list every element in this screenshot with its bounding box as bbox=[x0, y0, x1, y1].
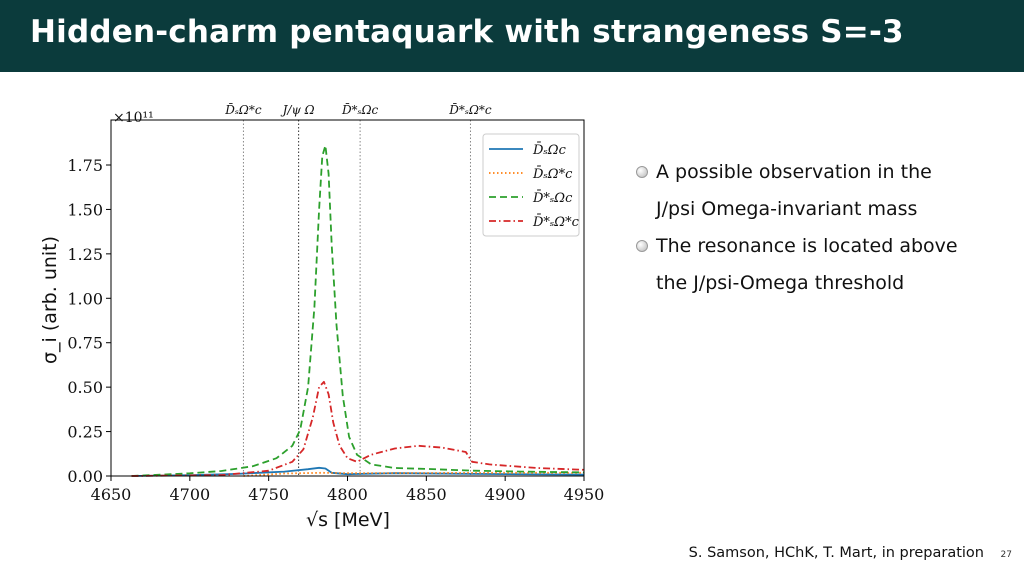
y-axis-label: σ_i (arb. unit) bbox=[39, 236, 61, 364]
threshold-lines bbox=[242, 120, 471, 476]
legend-box bbox=[482, 133, 580, 237]
bullet-dot-icon bbox=[636, 166, 648, 178]
x-tick-label: 4750 bbox=[248, 485, 289, 504]
bullet-text: The resonance is located above bbox=[656, 235, 958, 257]
threshold-label: D̄ₛΩ*c bbox=[224, 102, 262, 117]
series-line bbox=[131, 380, 585, 477]
series-line bbox=[131, 144, 585, 477]
threshold-label: D̄*ₛΩc bbox=[341, 102, 379, 117]
bullet-item: A possible observation in the J/psi Omeg… bbox=[636, 154, 1016, 228]
x-tick-label: 4700 bbox=[169, 485, 210, 504]
x-tick-label: 4800 bbox=[327, 485, 368, 504]
bullet-text: A possible observation in the bbox=[656, 161, 932, 183]
legend-label: D̄*ₛΩ*c bbox=[532, 214, 580, 230]
threshold-label: J/ψ Ω bbox=[280, 103, 315, 117]
y-tick-label: 1.25 bbox=[67, 245, 103, 264]
bullet-list: A possible observation in the J/psi Omeg… bbox=[636, 154, 1016, 302]
y-tick-label: 1.50 bbox=[67, 200, 103, 219]
y-multiplier-label: ×10¹¹ bbox=[113, 110, 154, 126]
legend-label: D̄ₛΩ*c bbox=[532, 166, 573, 182]
series-line bbox=[243, 471, 584, 477]
title-bar: Hidden-charm pentaquark with strangeness… bbox=[0, 0, 1024, 72]
y-tick-label: 0.75 bbox=[67, 334, 103, 353]
axes: 4650 4700 4750 4800 4850 4900 4950 0.00 0.25 0.50… bbox=[67, 102, 604, 504]
x-tick-label: 4850 bbox=[406, 485, 447, 504]
bullet-text: J/psi Omega-invariant mass bbox=[656, 198, 918, 220]
x-tick-label: 4650 bbox=[91, 485, 132, 504]
y-tick-label: 1.00 bbox=[67, 289, 103, 308]
series-lines bbox=[131, 144, 585, 477]
y-tick-label: 0.25 bbox=[67, 423, 103, 442]
x-tick-label: 4900 bbox=[485, 485, 526, 504]
page-number: 27 bbox=[1000, 550, 1012, 560]
citation: S. Samson, HChK, T. Mart, in preparation bbox=[688, 545, 984, 561]
x-axis-label: √s [MeV] bbox=[306, 509, 390, 531]
x-tick-label: 4950 bbox=[564, 485, 605, 504]
y-tick-label: 0.50 bbox=[67, 378, 103, 397]
y-tick-label: 1.75 bbox=[67, 156, 103, 175]
threshold-label: D̄*ₛΩ*c bbox=[448, 102, 492, 117]
bullet-dot-icon bbox=[636, 240, 648, 252]
y-tick-label: 0.00 bbox=[67, 467, 103, 486]
legend-label: D̄*ₛΩc bbox=[532, 190, 573, 206]
bullet-item: The resonance is located above the J/psi… bbox=[636, 228, 1016, 302]
slide-title: Hidden-charm pentaquark with strangeness… bbox=[30, 14, 904, 50]
legend: D̄ₛΩc D̄ₛΩ*c D̄*ₛΩc D̄*ₛΩ*c bbox=[482, 133, 580, 237]
bullet-text: the J/psi-Omega threshold bbox=[656, 272, 905, 294]
legend-label: D̄ₛΩc bbox=[532, 142, 567, 158]
